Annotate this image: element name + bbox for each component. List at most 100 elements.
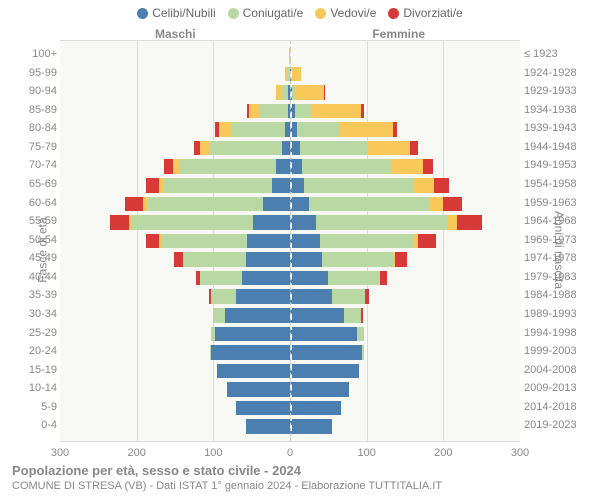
age-label: 55-59 [25, 214, 57, 229]
age-label: 30-34 [25, 307, 57, 322]
segment-divorced [418, 234, 436, 249]
segment-single [290, 401, 341, 416]
segment-widowed [173, 159, 181, 174]
segment-widowed [292, 67, 302, 82]
segment-widowed [413, 178, 434, 193]
bar-female [290, 159, 433, 174]
segment-single [290, 289, 332, 304]
bar-male [217, 364, 290, 379]
segment-married [332, 289, 365, 304]
age-label: 85-89 [25, 103, 57, 118]
segment-single [236, 289, 290, 304]
segment-divorced [146, 178, 159, 193]
age-label: 65-69 [25, 177, 57, 192]
bar-female [290, 327, 364, 342]
birth-year-label: 1954-1958 [524, 177, 582, 192]
segment-single [246, 252, 290, 267]
age-label: 70-74 [25, 158, 57, 173]
legend-label: Celibi/Nubili [152, 6, 215, 20]
plot-area: Maschi Femmine 3002001000100200300100+≤ … [60, 40, 520, 442]
segment-single [290, 308, 344, 323]
segment-single [290, 197, 309, 212]
bar-male [196, 271, 290, 286]
segment-single [246, 419, 290, 434]
bar-male [276, 85, 290, 100]
age-label: 15-19 [25, 363, 57, 378]
segment-widowed [312, 104, 361, 119]
birth-year-label: 1949-1953 [524, 158, 582, 173]
segment-divorced [423, 159, 434, 174]
segment-single [290, 215, 316, 230]
segment-married [357, 327, 364, 342]
segment-married [295, 104, 313, 119]
segment-divorced [110, 215, 129, 230]
segment-divorced [164, 159, 172, 174]
bar-male [227, 382, 290, 397]
segment-married [362, 345, 364, 360]
segment-single [247, 234, 290, 249]
age-label: 0-4 [25, 418, 57, 433]
x-tick: 100 [204, 447, 222, 459]
legend-item: Celibi/Nubili [137, 6, 215, 20]
x-tick: 300 [511, 447, 529, 459]
birth-year-label: 1984-1988 [524, 288, 582, 303]
birth-year-label: 1924-1928 [524, 66, 582, 81]
bar-female [290, 104, 364, 119]
segment-married [259, 104, 287, 119]
birth-year-label: 1944-1948 [524, 140, 582, 155]
chart-title: Popolazione per età, sesso e stato civil… [12, 463, 442, 478]
segment-single [263, 197, 290, 212]
bar-female [290, 345, 364, 360]
birth-year-label: 1929-1933 [524, 84, 582, 99]
age-label: 25-29 [25, 326, 57, 341]
birth-year-label: 1969-1973 [524, 233, 582, 248]
bar-male [146, 178, 290, 193]
segment-single [290, 345, 362, 360]
legend: Celibi/NubiliConiugati/eVedovi/eDivorzia… [0, 6, 600, 20]
segment-widowed [296, 85, 324, 100]
age-label: 75-79 [25, 140, 57, 155]
legend-swatch [228, 8, 239, 19]
birth-year-label: 1934-1938 [524, 103, 582, 118]
segment-single [211, 345, 290, 360]
bar-female [290, 308, 363, 323]
segment-divorced [174, 252, 183, 267]
segment-widowed [200, 141, 210, 156]
x-tick: 200 [434, 447, 452, 459]
x-tick: 300 [51, 447, 69, 459]
legend-label: Coniugati/e [243, 6, 304, 20]
birth-year-label: ≤ 1923 [524, 47, 582, 62]
segment-married [282, 85, 289, 100]
bar-male [211, 327, 290, 342]
segment-single [290, 382, 349, 397]
bar-female [290, 382, 349, 397]
segment-single [236, 401, 290, 416]
x-tick: 100 [357, 447, 375, 459]
birth-year-label: 1979-1983 [524, 270, 582, 285]
age-label: 35-39 [25, 288, 57, 303]
bar-female [290, 141, 418, 156]
chart-footer: Popolazione per età, sesso e stato civil… [12, 463, 442, 492]
bar-male [236, 401, 290, 416]
segment-single [272, 178, 290, 193]
segment-divorced [443, 197, 462, 212]
segment-single [290, 271, 328, 286]
segment-divorced [365, 289, 369, 304]
age-label: 5-9 [25, 400, 57, 415]
segment-married [209, 141, 281, 156]
segment-married [132, 215, 253, 230]
bar-female [290, 401, 341, 416]
segment-married [316, 215, 448, 230]
female-title: Femmine [372, 27, 425, 41]
bar-male [215, 122, 290, 137]
birth-year-label: 2009-2013 [524, 381, 582, 396]
birth-year-label: 1974-1978 [524, 251, 582, 266]
segment-married [200, 271, 242, 286]
segment-widowed [430, 197, 444, 212]
x-tick: 0 [287, 447, 293, 459]
bar-female [290, 197, 463, 212]
segment-married [211, 289, 236, 304]
segment-married [302, 159, 392, 174]
bar-female [290, 289, 369, 304]
bar-male [210, 345, 290, 360]
